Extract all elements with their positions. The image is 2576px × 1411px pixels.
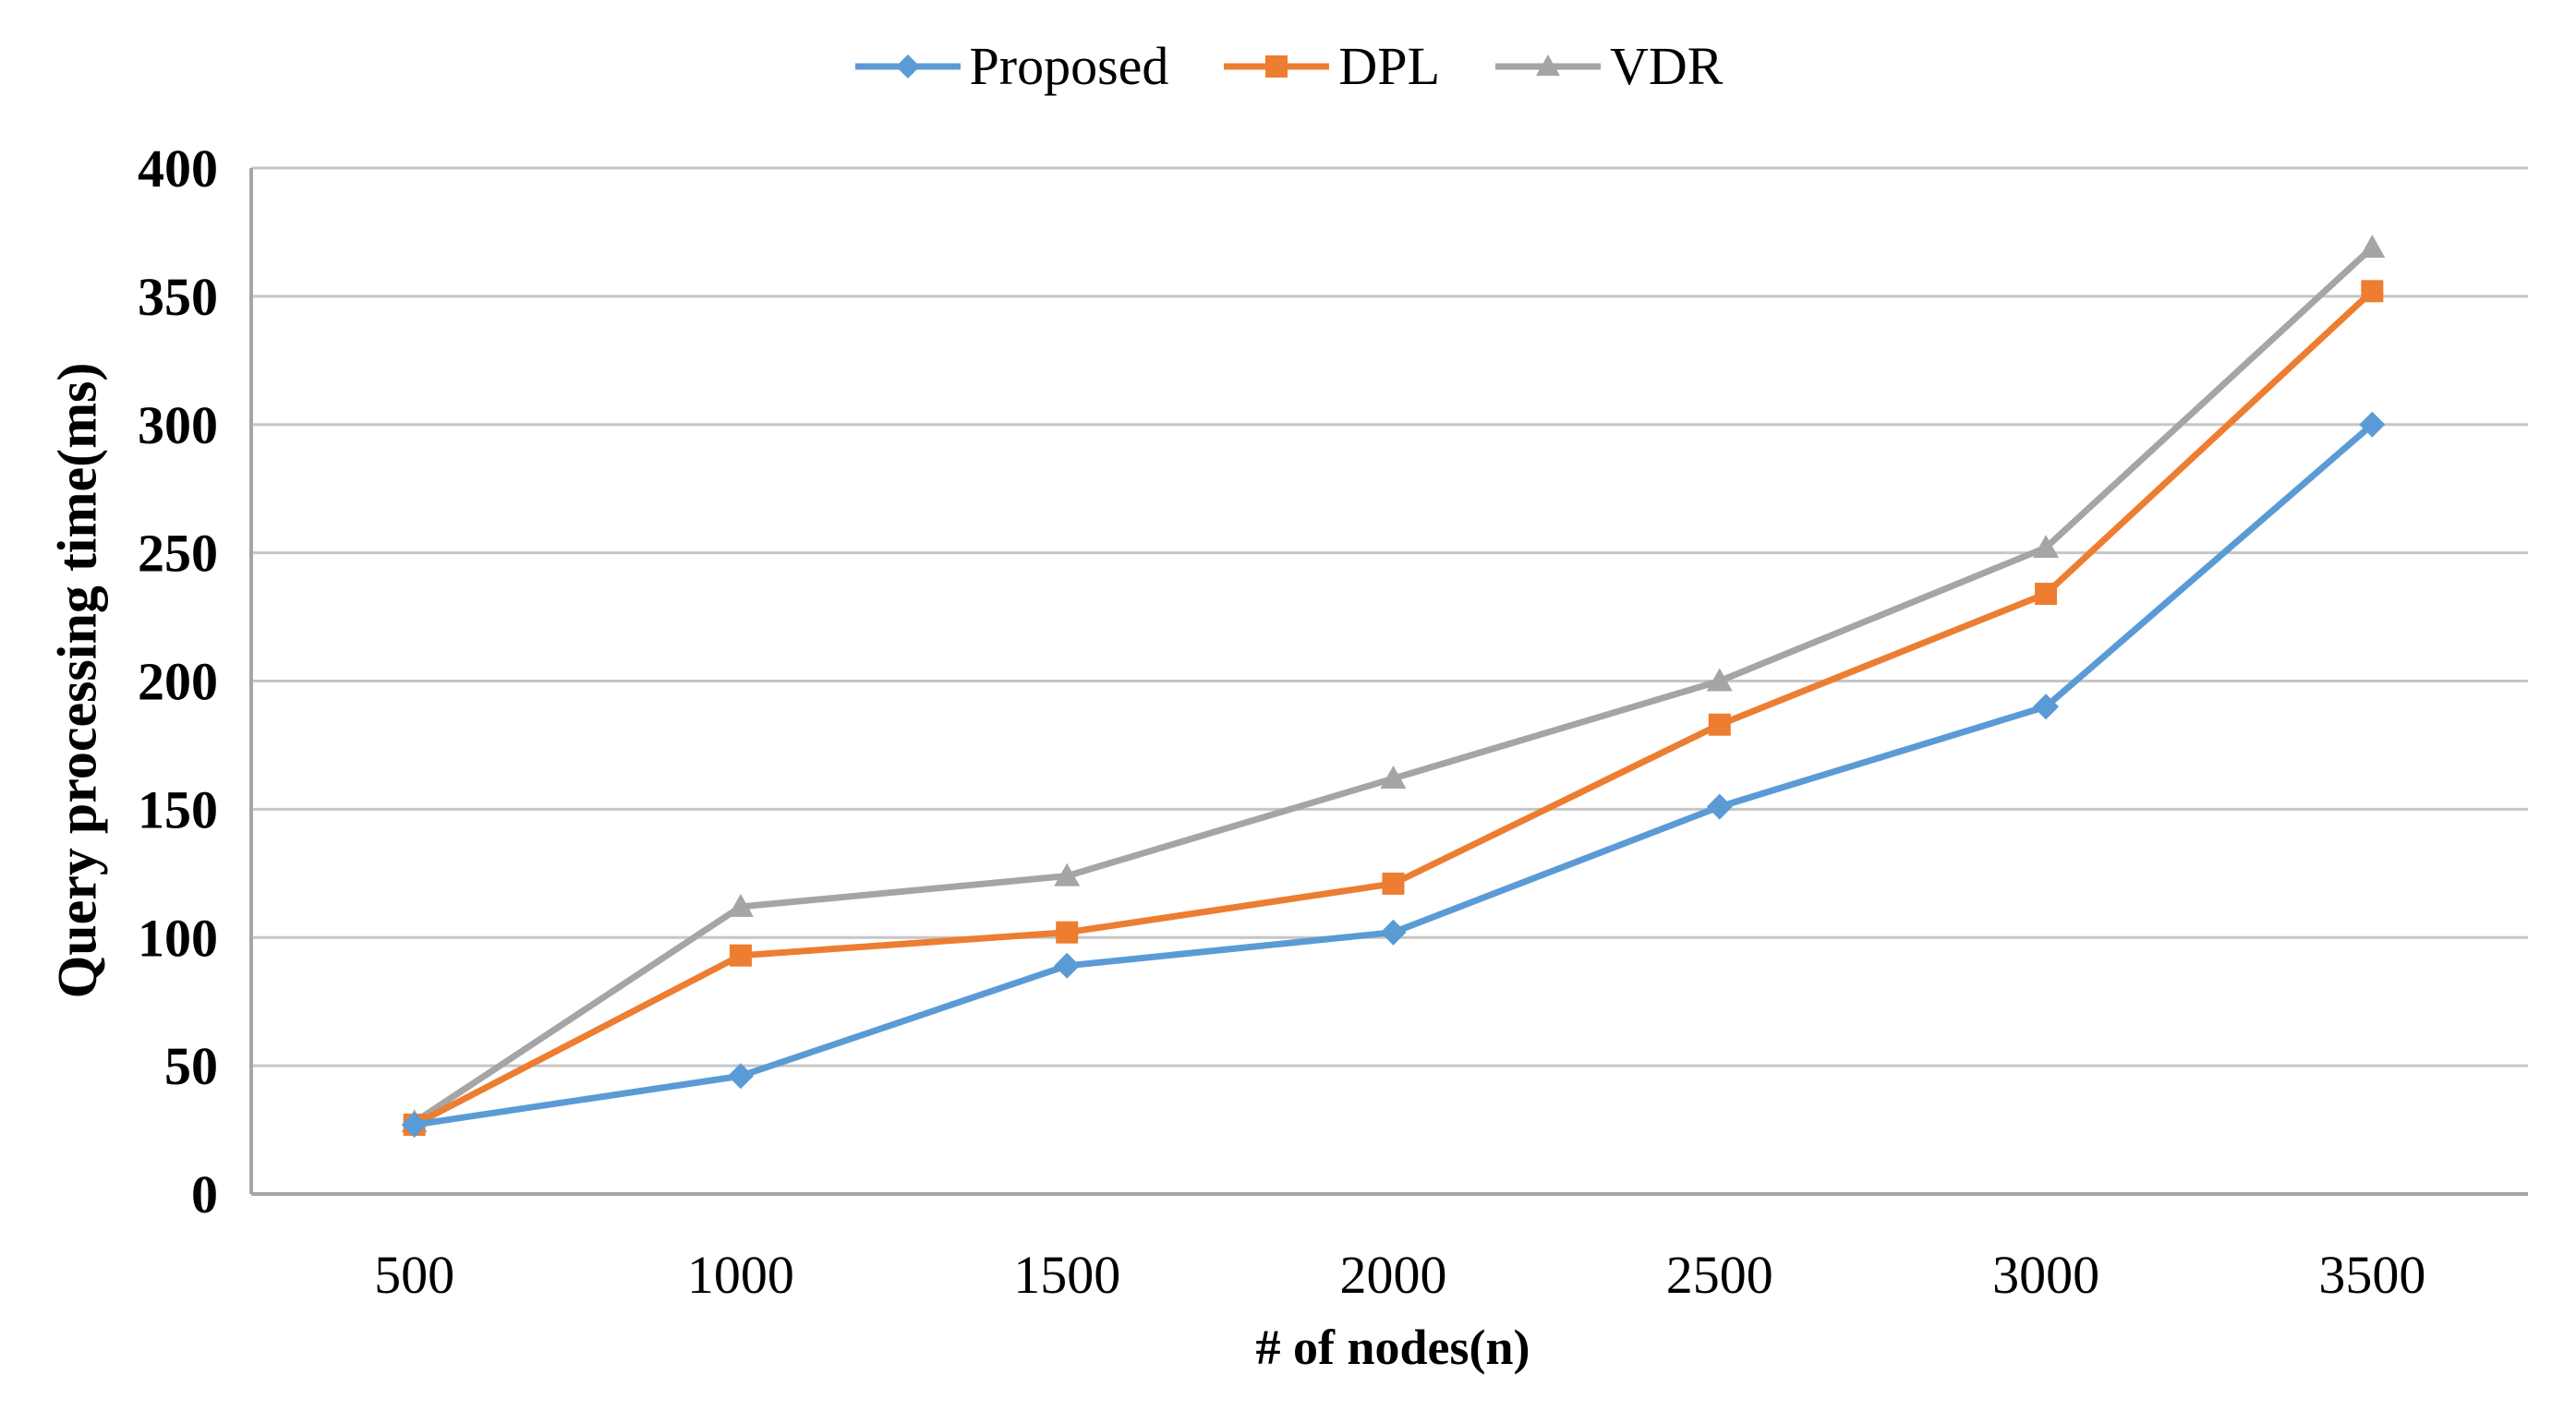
legend-marker-shape	[1265, 55, 1288, 78]
series-marker-dpl	[1708, 713, 1731, 736]
series-marker-dpl	[2035, 583, 2058, 606]
series-marker-proposed	[1706, 793, 1733, 820]
series-marker-dpl	[2361, 280, 2384, 303]
legend-item-vdr: VDR	[1494, 40, 1723, 93]
y-tick-label: 300	[138, 395, 218, 455]
y-tick-label: 200	[138, 652, 218, 712]
series-line-dpl	[411, 287, 2376, 1128]
y-tick-label: 400	[138, 139, 218, 199]
series-marker-proposed	[2033, 693, 2060, 720]
series-marker-vdr	[1054, 862, 1081, 886]
series-marker-vdr	[2033, 535, 2060, 559]
y-axis-title: Query processing time(ms)	[46, 362, 108, 999]
x-axis-title: # of nodes(n)	[1255, 1320, 1530, 1375]
series-marker-vdr	[2359, 235, 2386, 259]
y-tick-label: 250	[138, 524, 218, 584]
legend-label: Proposed	[969, 36, 1169, 96]
x-tick-label: 3500	[2318, 1245, 2425, 1305]
diamond-marker-icon	[854, 54, 961, 78]
series-line-vdr	[411, 244, 2376, 1126]
series-marker-proposed	[1380, 919, 1407, 946]
x-tick-label: 1000	[687, 1245, 794, 1305]
series-marker-vdr	[1706, 668, 1733, 692]
x-tick-label: 2000	[1340, 1245, 1447, 1305]
legend-marker-shape	[895, 54, 920, 78]
y-tick-label: 350	[138, 267, 218, 327]
series-marker-dpl	[1056, 921, 1079, 944]
series-marker-vdr	[727, 893, 754, 917]
series-marker-dpl	[1382, 872, 1405, 895]
triangle-marker-icon	[1495, 54, 1601, 76]
series-marker-proposed	[401, 1112, 428, 1139]
x-tick-label: 1500	[1013, 1245, 1120, 1305]
square-marker-icon	[1224, 55, 1330, 78]
y-tick-label: 150	[138, 779, 218, 839]
x-tick-label: 500	[374, 1245, 454, 1305]
legend-label: DPL	[1338, 36, 1440, 96]
y-tick-label: 50	[164, 1036, 218, 1096]
legend-item-proposed: Proposed	[853, 36, 1169, 96]
legend-item-dpl: DPL	[1222, 40, 1440, 93]
series-marker-proposed	[727, 1063, 754, 1090]
legend-marker-shape	[1536, 54, 1560, 76]
legend-label: VDR	[1610, 36, 1723, 96]
y-tick-label: 0	[191, 1164, 218, 1224]
series-marker-dpl	[729, 944, 752, 967]
series-marker-proposed	[1054, 952, 1081, 979]
y-tick-label: 100	[138, 908, 218, 968]
x-tick-label: 3000	[1992, 1245, 2099, 1305]
legend: Proposed DPL VDR	[0, 28, 2576, 105]
x-tick-label: 2500	[1666, 1245, 1773, 1305]
series-marker-vdr	[1380, 766, 1407, 790]
series-marker-proposed	[2359, 411, 2386, 438]
